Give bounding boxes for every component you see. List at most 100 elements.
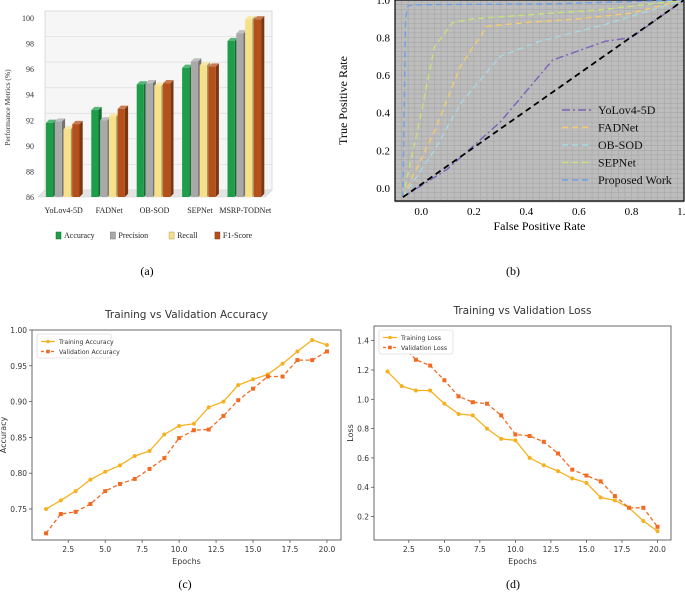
data-point (310, 358, 315, 363)
data-point (162, 456, 167, 461)
series-line (387, 370, 658, 532)
legend-box (378, 329, 454, 355)
legend-marker (388, 345, 392, 350)
bar (245, 19, 253, 198)
y-tick-label: 0.80 (10, 469, 27, 478)
bar (227, 41, 235, 198)
roc-chart-panel: 0.0 0.2 0.4 0.6 0.8 1.0 0.0 0.2 0.4 0.6 0.8 1.0 Fals… (336, 0, 685, 233)
legend-label: FADNet (598, 121, 639, 135)
data-point (655, 529, 660, 534)
data-point (103, 489, 108, 494)
x-tick-label: 17.5 (282, 545, 299, 554)
x-tick-label: 12.5 (208, 545, 225, 554)
x-tick-label: OB-SOD (140, 206, 170, 215)
legend-marker (46, 349, 50, 354)
bar (145, 83, 153, 197)
data-point (280, 361, 285, 366)
data-point (584, 480, 589, 485)
legend-label: Validation Loss (401, 345, 447, 352)
data-point (295, 358, 300, 363)
data-point (499, 413, 504, 418)
legend-label: Proposed Work (598, 173, 672, 187)
data-point (251, 386, 256, 391)
series-line (45, 350, 328, 534)
y-tick-label: 1.00 (10, 326, 27, 335)
data-point (456, 394, 461, 399)
x-tick-label: 5.0 (99, 545, 111, 554)
y-axis-label: Loss (346, 424, 355, 442)
bar (253, 19, 262, 198)
data-point (295, 349, 300, 354)
bar (190, 61, 199, 197)
bar-top-face (108, 113, 120, 117)
x-tick-label: 15.0 (245, 545, 262, 554)
y-axis-label: True Positive Rate (336, 56, 350, 145)
y-tick-label: 1.2 (357, 366, 369, 375)
data-point (541, 439, 546, 444)
legend-swatch (168, 231, 175, 240)
data-point (236, 383, 241, 388)
legend-label: Validation Accuracy (59, 349, 120, 356)
data-point (513, 432, 518, 437)
data-point (641, 518, 646, 523)
bar-side-face (79, 120, 83, 197)
y-tick-label: 90 (26, 142, 34, 151)
x-tick-label: 2.5 (62, 545, 74, 554)
y-tick-label: 88 (26, 167, 34, 176)
bar-top-face (54, 118, 66, 122)
data-point (88, 501, 93, 506)
data-point (324, 343, 329, 348)
data-point (570, 476, 575, 481)
x-tick-label: 1.0 (677, 206, 685, 218)
bar-top-face (190, 58, 202, 62)
bar (91, 110, 99, 197)
y-axis-label: Performance Metrics (%) (3, 69, 12, 146)
data-point (556, 451, 561, 456)
bar (154, 85, 162, 197)
legend-label: Accuracy (64, 231, 95, 240)
x-tick-label: 7.5 (136, 545, 148, 554)
data-point (236, 398, 241, 403)
data-point (570, 467, 575, 472)
bar (163, 83, 171, 197)
data-point (484, 426, 489, 431)
data-point (44, 531, 49, 536)
x-axis-label: Epochs (172, 557, 201, 566)
x-tick-label: MSRP-TODNet (219, 206, 272, 215)
x-axis-label: False Positive Rate (494, 219, 586, 233)
bar-top-face (253, 16, 265, 20)
x-tick-label: 10.0 (507, 545, 524, 554)
y-tick-label: 0.0 (376, 183, 390, 195)
y-tick-label: 1.0 (357, 395, 369, 404)
data-point (280, 374, 285, 379)
bar (236, 33, 244, 197)
x-tick-label: 10.0 (171, 545, 188, 554)
legend-label: Recall (177, 231, 198, 240)
data-point (132, 454, 137, 459)
y-tick-label: 0.8 (357, 425, 369, 434)
data-point (428, 363, 433, 368)
x-tick-label: 7.5 (474, 545, 486, 554)
y-tick-label: 0.6 (357, 454, 369, 463)
data-point (147, 466, 152, 471)
y-tick-label: 94 (26, 91, 34, 100)
data-point (484, 401, 489, 406)
y-tick-label: 1.4 (357, 337, 369, 346)
chart-title: Training vs Validation Accuracy (104, 309, 268, 321)
legend-label: Training Loss (400, 335, 441, 342)
x-tick-label: 20.0 (319, 545, 336, 554)
data-point (413, 388, 418, 393)
x-tick-label: 0.6 (572, 206, 586, 218)
data-point (428, 388, 433, 393)
accuracy-chart-panel: Training vs Validation Accuracy 2.5 5.0 7.5… (0, 309, 342, 566)
data-point (413, 357, 418, 362)
bar-top-face (63, 126, 74, 130)
y-tick-label: 0.6 (376, 70, 390, 82)
y-axis-label: Accuracy (0, 416, 8, 453)
data-point (598, 495, 603, 500)
y-tick-label: 0.8 (376, 33, 390, 45)
roc-plot-frame (394, 0, 685, 202)
bar-top-face (100, 117, 111, 121)
chance-diagonal (402, 0, 685, 198)
